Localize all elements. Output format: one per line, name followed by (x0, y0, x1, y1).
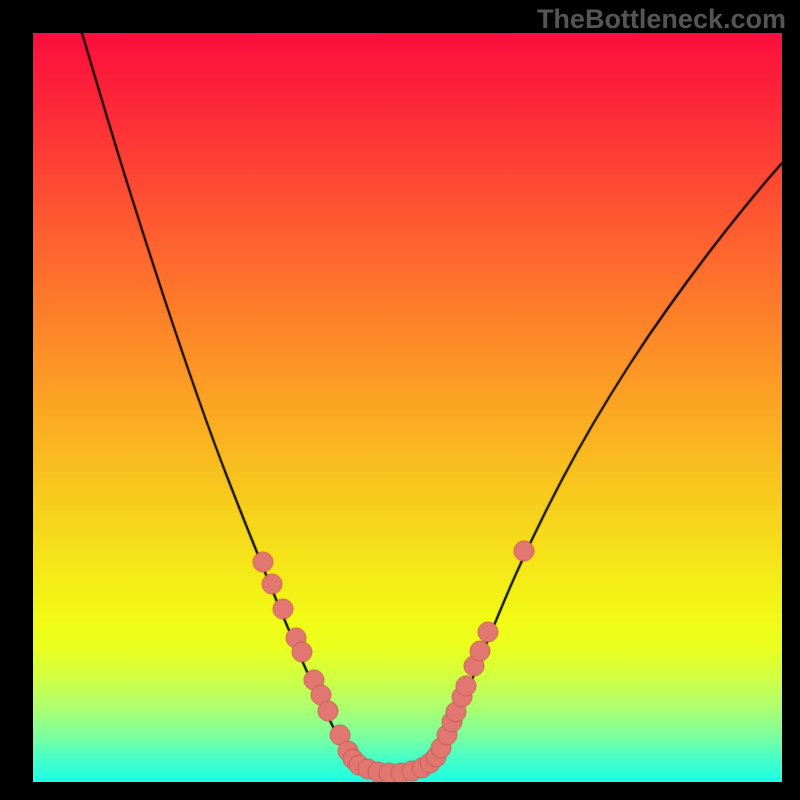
watermark-text: TheBottleneck.com (537, 4, 786, 35)
curve-overlay (0, 0, 800, 800)
chart-stage: TheBottleneck.com (0, 0, 800, 800)
